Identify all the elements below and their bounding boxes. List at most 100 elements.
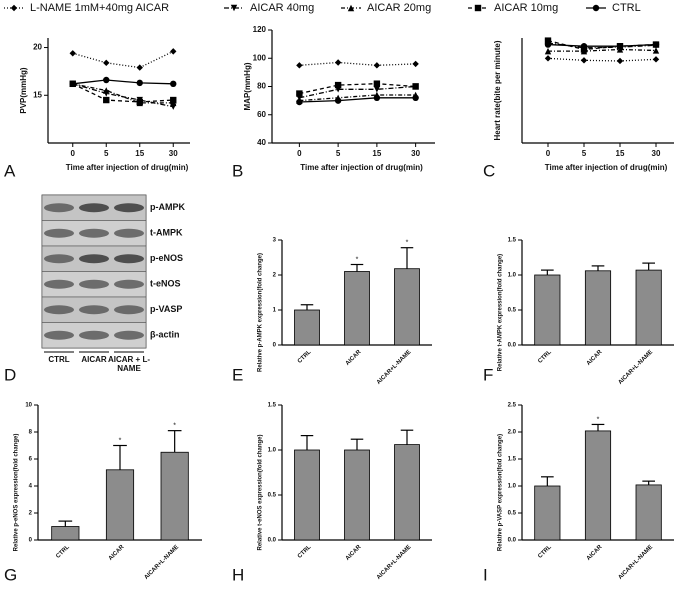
marker — [69, 50, 76, 57]
series-line — [72, 83, 174, 108]
x-tick-label: 0 — [297, 149, 302, 158]
series-line — [72, 83, 174, 103]
y-tick-label: 100 — [253, 53, 267, 62]
bar — [344, 271, 370, 346]
series-line — [299, 94, 416, 102]
y-tick-label: 4 — [29, 484, 33, 490]
legend-label: AICAR 20mg — [367, 2, 431, 14]
marker — [230, 4, 238, 12]
bar — [344, 449, 370, 541]
y-tick-label: 2.5 — [508, 403, 517, 409]
y-tick-label: 0.0 — [268, 538, 277, 544]
panel-letter: B — [232, 161, 243, 180]
marker — [652, 41, 660, 48]
x-tick-label: 30 — [169, 149, 178, 158]
significance-label: * — [597, 416, 600, 423]
x-tick-label: CTRL — [297, 349, 313, 365]
marker — [373, 62, 381, 69]
blot-row-label: t-AMPK — [150, 228, 183, 238]
x-tick-label: CTRL — [55, 544, 71, 560]
x-tick-label: AICAR — [345, 349, 363, 367]
y-tick-label: 1.0 — [268, 448, 277, 454]
x-tick-label: AICAR+L-NAME — [144, 544, 181, 581]
marker — [334, 97, 342, 104]
significance-label: * — [173, 422, 176, 429]
marker — [544, 47, 552, 55]
series-line — [547, 57, 657, 62]
marker — [616, 57, 624, 65]
blot-band — [114, 228, 144, 238]
marker — [103, 87, 110, 94]
blot-row-label: p-AMPK — [150, 202, 185, 212]
marker — [170, 48, 177, 55]
marker — [580, 43, 588, 50]
legend-label: CTRL — [612, 2, 641, 14]
y-tick-label: 3 — [273, 238, 277, 244]
y-axis-label: Relative p-AMPK expression(fold change) — [258, 253, 264, 372]
bar — [160, 451, 189, 541]
x-tick-label: AICAR — [345, 544, 363, 562]
marker — [592, 4, 600, 12]
x-tick-label: AICAR+L-NAME — [376, 349, 413, 386]
marker — [544, 41, 552, 48]
legend-label: L-NAME 1mM+40mg AICAR — [30, 2, 169, 14]
marker — [136, 79, 143, 87]
blot-band — [44, 228, 74, 238]
x-tick-label: 5 — [336, 149, 341, 158]
marker — [544, 55, 552, 62]
significance-label: * — [356, 256, 359, 263]
marker — [412, 94, 419, 102]
marker — [412, 60, 419, 68]
x-tick-label: 5 — [582, 149, 587, 158]
series-line — [299, 85, 416, 99]
panel-letter: F — [483, 365, 493, 384]
marker — [373, 86, 381, 93]
x-tick-label: 15 — [135, 149, 144, 158]
blot-row-label: β-actin — [150, 330, 180, 340]
x-tick-label: CTRL — [537, 544, 553, 560]
panel-letter: I — [483, 565, 488, 584]
marker — [10, 4, 18, 12]
bar — [105, 469, 135, 541]
marker — [69, 80, 76, 88]
y-tick-label: 0 — [273, 343, 277, 349]
series-line — [72, 50, 174, 69]
blot-band — [114, 203, 144, 213]
blot-band — [114, 279, 144, 289]
y-tick-label: 1.5 — [268, 403, 277, 409]
x-tick-label: 30 — [652, 149, 661, 158]
series-line — [547, 42, 657, 49]
marker — [412, 83, 419, 90]
blot-band — [79, 254, 109, 264]
y-tick-label: 120 — [253, 25, 267, 34]
x-tick-label: 15 — [372, 149, 381, 158]
y-tick-label: 2 — [29, 511, 33, 517]
blot-band — [44, 279, 74, 289]
x-tick-label: 0 — [546, 149, 551, 158]
y-tick-label: 0 — [29, 538, 33, 544]
y-tick-label: 0.0 — [508, 538, 517, 544]
y-tick-label: 0.5 — [268, 493, 277, 499]
blot-row-label: t-eNOS — [150, 279, 181, 289]
x-tick-label: AICAR+L-NAME — [618, 349, 655, 386]
series-line — [72, 83, 174, 104]
series-line — [299, 97, 416, 103]
y-tick-label: 40 — [257, 138, 266, 147]
lane-label: CTRL — [48, 355, 70, 364]
blot-band — [44, 254, 74, 264]
y-axis-label: Heart rate(bite per minute) — [493, 40, 502, 140]
blot-band — [114, 254, 144, 264]
series-line — [72, 79, 174, 85]
marker — [136, 98, 143, 106]
blot-band — [44, 330, 74, 340]
blot-band — [44, 203, 74, 213]
bar — [635, 484, 662, 541]
blot-band — [114, 330, 144, 340]
x-tick-label: 15 — [616, 149, 625, 158]
marker — [616, 46, 624, 53]
marker — [474, 4, 482, 12]
x-tick-label: CTRL — [297, 544, 313, 560]
lane-label: AICAR — [81, 355, 107, 364]
